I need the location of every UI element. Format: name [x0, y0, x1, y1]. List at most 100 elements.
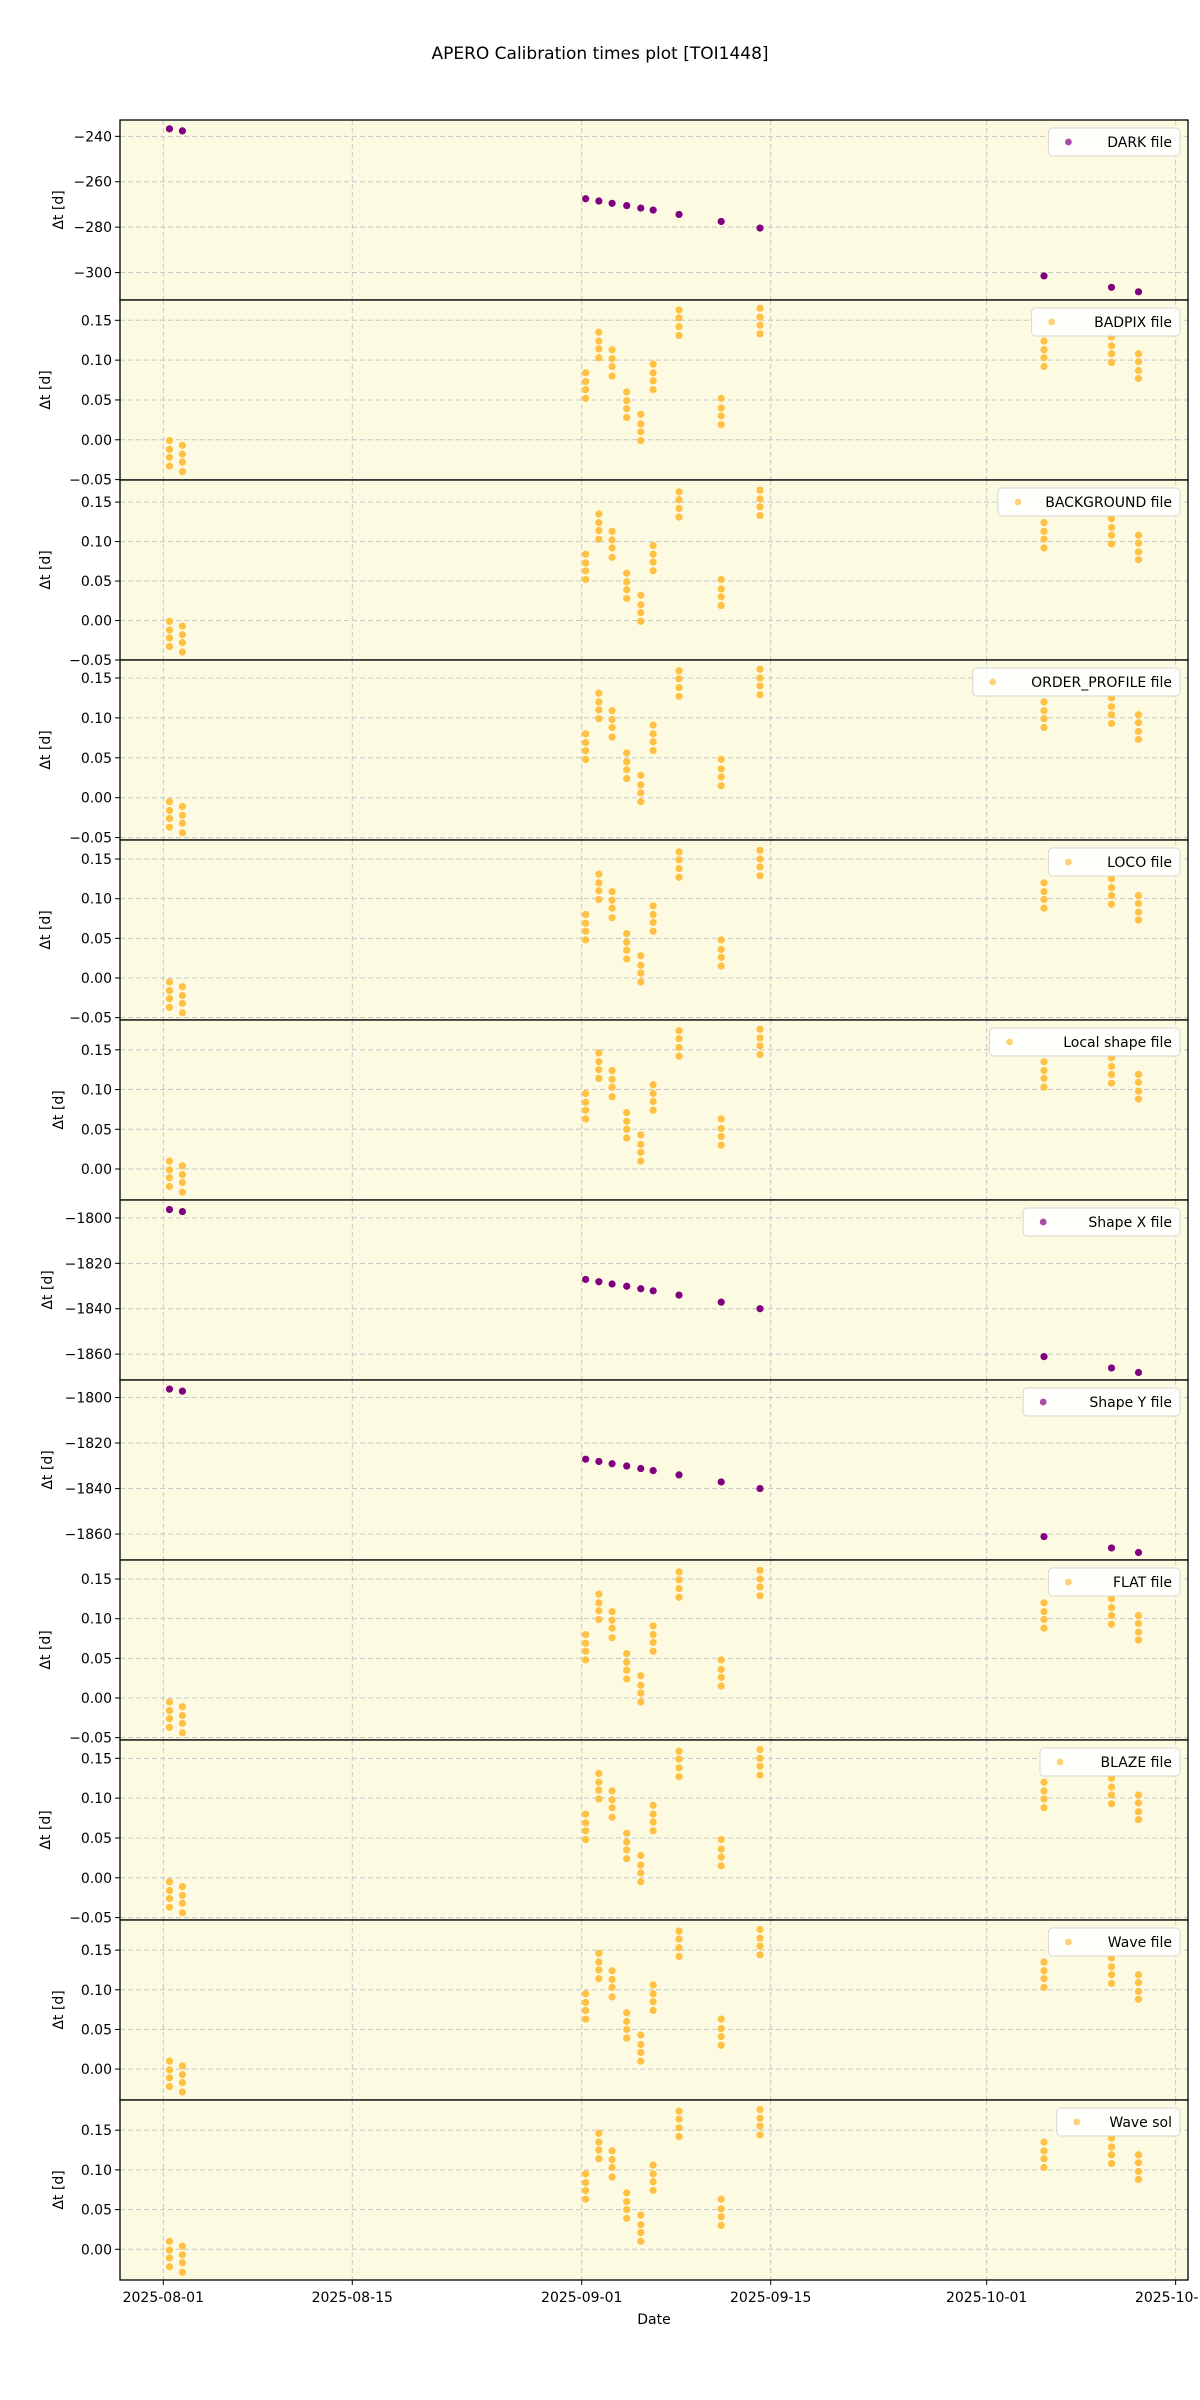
- data-point: [178, 2242, 187, 2250]
- data-point: [608, 914, 616, 922]
- data-point: [1107, 2143, 1116, 2151]
- data-point: [649, 721, 657, 729]
- data-point: [178, 1711, 187, 1720]
- data-point: [178, 2251, 187, 2259]
- data-point: [675, 331, 683, 340]
- data-point: [717, 765, 725, 773]
- data-point: [1107, 515, 1116, 523]
- data-point: [637, 771, 645, 779]
- data-point: [608, 372, 616, 380]
- data-point: [1107, 711, 1116, 719]
- data-point: [595, 1607, 603, 1615]
- data-point: [178, 1009, 187, 1017]
- data-point: [675, 848, 683, 856]
- data-point: [675, 1027, 683, 1035]
- y-tick-label: −0.05: [69, 831, 112, 847]
- data-point: [1134, 366, 1143, 375]
- data-point: [608, 354, 616, 363]
- data-point: [623, 586, 631, 594]
- data-point: [165, 798, 174, 806]
- y-tick-label: 0.15: [81, 1572, 112, 1588]
- y-tick-label: 0.05: [81, 751, 112, 767]
- data-point: [675, 314, 683, 322]
- data-point: [1134, 2159, 1143, 2167]
- legend-marker: [1065, 1578, 1072, 1586]
- data-point: [608, 707, 616, 715]
- data-point: [178, 1188, 187, 1196]
- data-point: [756, 313, 764, 321]
- data-point: [717, 1665, 725, 1674]
- data-point: [649, 2006, 657, 2014]
- data-point: [623, 1125, 631, 1133]
- data-point: [608, 887, 616, 896]
- data-point: [1134, 1095, 1143, 1103]
- data-point: [608, 1993, 616, 2001]
- legend-box: [1047, 847, 1181, 877]
- data-point: [1134, 719, 1143, 727]
- data-point: [582, 1630, 590, 1639]
- data-point: [756, 2131, 764, 2139]
- data-point: [595, 689, 603, 697]
- data-point: [1040, 1615, 1048, 1624]
- data-point: [637, 2031, 645, 2039]
- data-point: [623, 397, 631, 405]
- y-axis-label: Δt [d]: [38, 370, 54, 409]
- data-point: [1134, 1636, 1143, 1644]
- data-point: [1134, 1619, 1143, 1628]
- data-point: [608, 527, 616, 535]
- panel-flat-file: −0.05 0.00 0.05 0.10 0.15 Δt [d] FLAT file: [38, 1559, 1189, 1747]
- data-point: [178, 811, 187, 819]
- x-tick-label: 2025-08-15: [312, 2290, 393, 2306]
- data-point: [675, 1747, 683, 1755]
- data-point: [623, 1829, 631, 1837]
- data-point: [623, 405, 631, 413]
- data-point: [675, 210, 683, 219]
- data-point: [717, 404, 725, 412]
- data-point: [178, 2268, 187, 2276]
- data-point: [582, 755, 590, 763]
- data-point: [756, 503, 764, 511]
- data-point: [165, 1698, 174, 1706]
- data-point: [649, 1630, 657, 1639]
- data-point: [623, 2034, 631, 2042]
- data-point: [675, 873, 683, 881]
- data-point: [1107, 1603, 1116, 1612]
- data-point: [595, 1769, 603, 1778]
- data-point: [649, 2186, 657, 2195]
- y-tick-label: 0.00: [81, 433, 112, 449]
- legend-box: [989, 1027, 1181, 1057]
- y-tick-label: −0.05: [69, 1731, 112, 1747]
- y-tick-label: 0.00: [81, 1162, 112, 1178]
- data-point: [623, 201, 631, 210]
- y-tick-label: −1800: [65, 1211, 112, 1227]
- data-point: [165, 2246, 174, 2254]
- data-point: [717, 585, 725, 593]
- data-point: [1134, 1995, 1143, 2003]
- data-point: [178, 127, 187, 135]
- data-point: [623, 2017, 631, 2026]
- data-point: [178, 1729, 187, 1737]
- panel-blaze-file: −0.05 0.00 0.05 0.10 0.15 Δt [d] BLAZE file: [38, 1739, 1189, 1927]
- data-point: [1134, 1799, 1143, 1807]
- data-point: [595, 2129, 603, 2137]
- data-point: [637, 1681, 645, 1689]
- data-point: [675, 692, 683, 700]
- data-point: [165, 2074, 174, 2082]
- data-point: [1107, 1979, 1116, 1988]
- data-point: [582, 1810, 590, 1818]
- data-point: [165, 806, 174, 815]
- data-point: [165, 1174, 174, 1182]
- legend-marker: [1039, 1398, 1047, 1406]
- data-point: [178, 1882, 187, 1891]
- data-point: [608, 1607, 616, 1616]
- y-tick-label: 0.10: [81, 892, 112, 908]
- y-tick-label: 0.05: [81, 1831, 112, 1847]
- data-point: [1040, 544, 1048, 552]
- data-point: [1040, 1787, 1048, 1795]
- data-point: [1107, 1079, 1116, 1087]
- data-point: [1134, 1070, 1143, 1079]
- data-point: [623, 946, 631, 954]
- data-point: [675, 2115, 683, 2123]
- data-point: [649, 386, 657, 394]
- data-point: [1134, 288, 1143, 296]
